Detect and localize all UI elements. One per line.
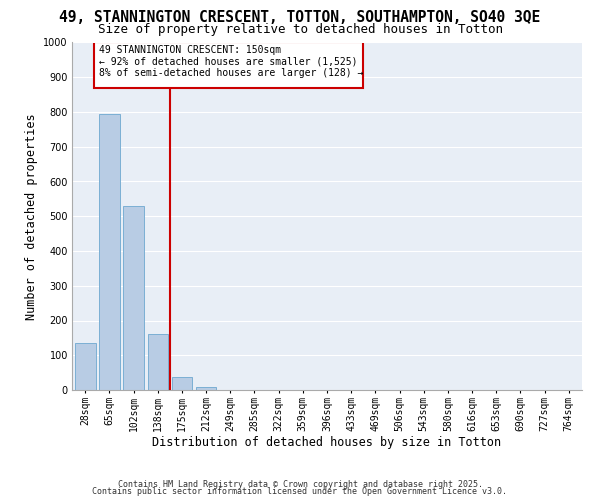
Bar bbox=[124, 206, 144, 390]
Bar bbox=[196, 387, 217, 390]
Bar bbox=[99, 114, 120, 390]
Text: 49, STANNINGTON CRESCENT, TOTTON, SOUTHAMPTON, SO40 3QE: 49, STANNINGTON CRESCENT, TOTTON, SOUTHA… bbox=[59, 10, 541, 25]
Text: Contains public sector information licensed under the Open Government Licence v3: Contains public sector information licen… bbox=[92, 487, 508, 496]
Text: 49 STANNINGTON CRESCENT: 150sqm
← 92% of detached houses are smaller (1,525)
8% : 49 STANNINGTON CRESCENT: 150sqm ← 92% of… bbox=[98, 46, 363, 78]
X-axis label: Distribution of detached houses by size in Totton: Distribution of detached houses by size … bbox=[152, 436, 502, 450]
Text: Contains HM Land Registry data © Crown copyright and database right 2025.: Contains HM Land Registry data © Crown c… bbox=[118, 480, 482, 489]
Text: Size of property relative to detached houses in Totton: Size of property relative to detached ho… bbox=[97, 22, 503, 36]
Bar bbox=[94, 42, 363, 88]
Bar bbox=[75, 343, 95, 390]
Bar bbox=[148, 334, 168, 390]
Y-axis label: Number of detached properties: Number of detached properties bbox=[25, 113, 38, 320]
Bar bbox=[172, 377, 192, 390]
